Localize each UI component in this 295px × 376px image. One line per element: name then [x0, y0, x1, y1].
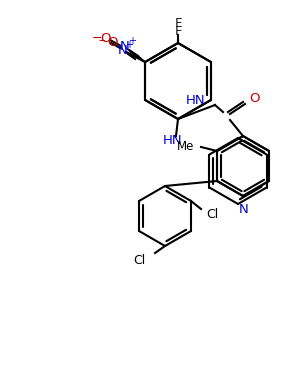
- Text: −: −: [91, 32, 102, 44]
- Text: +: +: [125, 40, 133, 50]
- Text: O: O: [249, 91, 260, 105]
- Text: N: N: [118, 44, 128, 56]
- Text: Me: Me: [177, 139, 194, 153]
- Text: +: +: [128, 36, 136, 46]
- Text: F: F: [175, 17, 183, 30]
- Text: F: F: [174, 25, 182, 38]
- Text: Cl: Cl: [206, 208, 218, 220]
- Text: N: N: [120, 41, 130, 53]
- Text: HN: HN: [163, 135, 183, 147]
- Text: O: O: [107, 35, 118, 49]
- Text: Cl: Cl: [133, 253, 145, 267]
- Text: O: O: [100, 32, 110, 45]
- Text: HN: HN: [185, 94, 205, 106]
- Text: N: N: [239, 203, 249, 216]
- Text: –: –: [99, 35, 105, 47]
